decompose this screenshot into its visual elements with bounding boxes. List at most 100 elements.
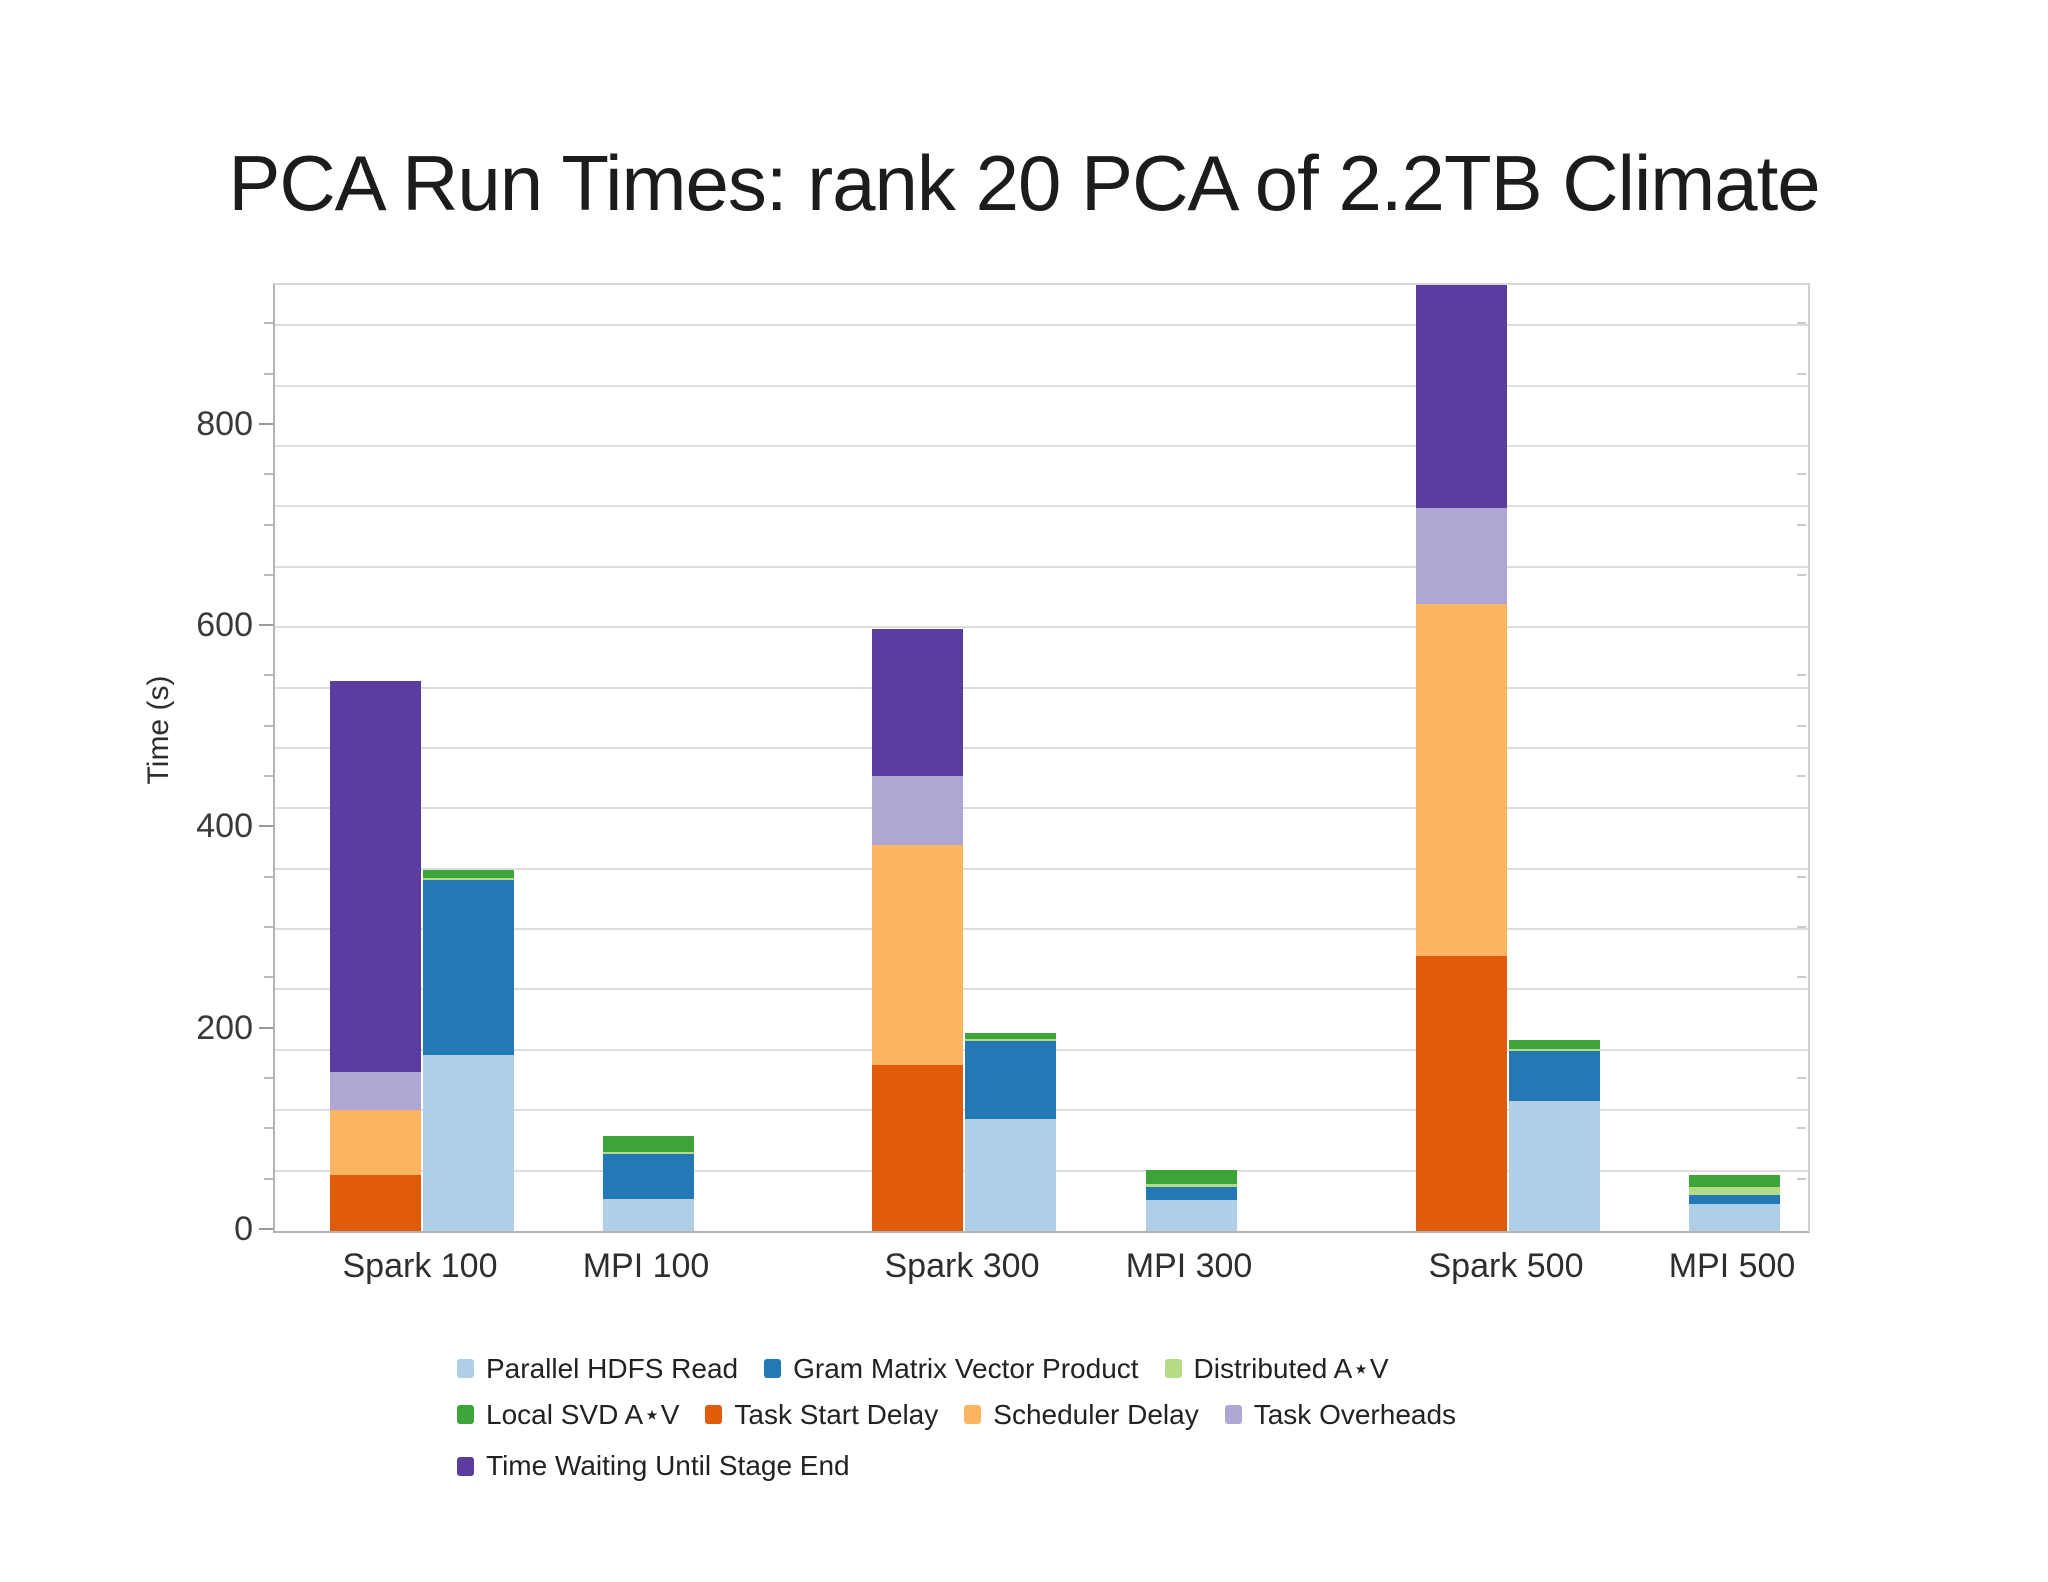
legend-item-task_start_delay: Task Start Delay [705, 1399, 938, 1431]
gridline [275, 445, 1808, 448]
gridline [275, 626, 1808, 629]
right-spine-tick [1797, 1077, 1806, 1080]
right-spine-tick [1797, 473, 1806, 476]
legend-swatch-distributed_av [1164, 1359, 1182, 1378]
legend-label: Task Overheads [1253, 1398, 1457, 1430]
gridline [275, 324, 1808, 327]
bar-segment-gram_matrix_vector_product [602, 1153, 694, 1199]
right-spine-tick [1797, 926, 1806, 929]
legend-label: Local SVD A⋆V [486, 1399, 680, 1430]
gridline [275, 565, 1808, 568]
bar-segment-scheduler_delay [1416, 604, 1507, 957]
y-tick-major [259, 422, 273, 425]
y-tick-minor [264, 674, 273, 677]
y-tick-label: 800 [196, 404, 253, 443]
bar-segment-parallel_hdfs_read [423, 1054, 514, 1231]
gridline [275, 807, 1808, 810]
bar-segment-distributed_av [602, 1151, 694, 1154]
y-tick-major [259, 624, 273, 627]
legend-label: Distributed A⋆V [1193, 1353, 1389, 1384]
bar-segment-time_waiting [330, 680, 421, 1072]
y-tick-label: 600 [196, 606, 253, 645]
bar-segment-task_overheads [330, 1072, 421, 1111]
legend-item-gram_matrix_vector_product: Gram Matrix Vector Product [764, 1352, 1139, 1385]
bar-segment-local_svd_av [602, 1136, 694, 1152]
legend-label: Time Waiting Until Stage End [486, 1450, 850, 1481]
bar-segment-parallel_hdfs_read [602, 1198, 694, 1231]
legend-swatch-task_start_delay [705, 1405, 723, 1424]
bar-segment-time_waiting [1416, 285, 1507, 509]
y-tick-minor [264, 724, 273, 727]
y-tick-minor [264, 1177, 273, 1180]
right-spine-tick [1797, 976, 1806, 979]
bar-segment-parallel_hdfs_read [965, 1119, 1056, 1231]
right-spine-tick [1797, 573, 1806, 576]
legend-label: Gram Matrix Vector Product [793, 1352, 1139, 1384]
bar-segment-distributed_av [1145, 1183, 1237, 1187]
bar-segment-task_overheads [872, 776, 963, 845]
legend-swatch-local_svd_av [457, 1405, 474, 1424]
right-spine-tick [1797, 372, 1806, 375]
bar-segment-time_waiting [872, 629, 963, 777]
y-tick-minor [264, 1077, 273, 1080]
legend-swatch-parallel_hdfs_read [457, 1359, 474, 1378]
bar-segment-distributed_av [423, 877, 514, 880]
gridline [275, 867, 1808, 870]
legend-item-parallel_hdfs_read: Parallel HDFS Read [457, 1353, 738, 1385]
right-spine-tick [1797, 875, 1806, 878]
legend-item-task_overheads: Task Overheads [1224, 1398, 1457, 1431]
legend-item-time_waiting: Time Waiting Until Stage End [457, 1450, 850, 1482]
gridline [275, 746, 1808, 749]
legend-item-distributed_av: Distributed A⋆V [1164, 1352, 1389, 1385]
plot-area [273, 283, 1810, 1233]
bar-segment-local_svd_av [423, 869, 514, 878]
x-category-label: Spark 100 [342, 1247, 498, 1285]
legend-item-scheduler_delay: Scheduler Delay [964, 1398, 1199, 1431]
right-spine-tick [1797, 523, 1806, 526]
legend-swatch-scheduler_delay [964, 1405, 982, 1424]
bar-segment-parallel_hdfs_read [1688, 1203, 1780, 1231]
bar-segment-parallel_hdfs_read [1145, 1199, 1237, 1231]
bar-segment-task_start_delay [330, 1174, 421, 1231]
x-category-label: MPI 300 [1125, 1247, 1253, 1285]
gridline [275, 505, 1808, 508]
y-tick-label: 400 [196, 807, 253, 846]
bar-segment-scheduler_delay [330, 1110, 421, 1175]
bar-segment-gram_matrix_vector_product [1145, 1186, 1237, 1200]
y-tick-minor [264, 473, 273, 476]
y-tick-minor [264, 322, 273, 325]
bar-segment-distributed_av [1509, 1048, 1600, 1051]
y-tick-minor [264, 372, 273, 375]
y-tick-minor [264, 523, 273, 526]
legend-label: Parallel HDFS Read [486, 1352, 739, 1384]
gridline [275, 928, 1808, 931]
y-tick-label: 200 [196, 1008, 253, 1047]
gridline [275, 384, 1808, 387]
bar-segment-task_overheads [1416, 508, 1507, 605]
bar-segment-local_svd_av [1688, 1174, 1780, 1187]
bar-segment-parallel_hdfs_read [1509, 1101, 1600, 1231]
bar-segment-gram_matrix_vector_product [423, 879, 514, 1055]
y-tick-minor [264, 1127, 273, 1130]
x-category-label: MPI 500 [1668, 1247, 1796, 1285]
legend-swatch-gram_matrix_vector_product [764, 1359, 782, 1378]
gridline [275, 988, 1808, 991]
legend-label: Scheduler Delay [993, 1398, 1199, 1430]
bar-segment-distributed_av [1688, 1186, 1780, 1195]
y-tick-major [259, 825, 273, 828]
x-category-label: Spark 300 [884, 1247, 1040, 1285]
bar-segment-scheduler_delay [872, 844, 963, 1065]
bar-segment-gram_matrix_vector_product [965, 1040, 1056, 1120]
bar-segment-local_svd_av [1509, 1039, 1600, 1049]
y-tick-minor [264, 976, 273, 979]
legend-swatch-task_overheads [1224, 1405, 1242, 1424]
right-spine-tick [1797, 674, 1806, 677]
right-spine-tick [1797, 775, 1806, 778]
y-tick-major [259, 1228, 273, 1230]
bar-segment-task_start_delay [872, 1064, 963, 1231]
bar-segment-gram_matrix_vector_product [1688, 1194, 1780, 1204]
y-tick-label: 0 [234, 1210, 253, 1248]
right-spine-tick [1797, 724, 1806, 727]
gridline [275, 686, 1808, 689]
